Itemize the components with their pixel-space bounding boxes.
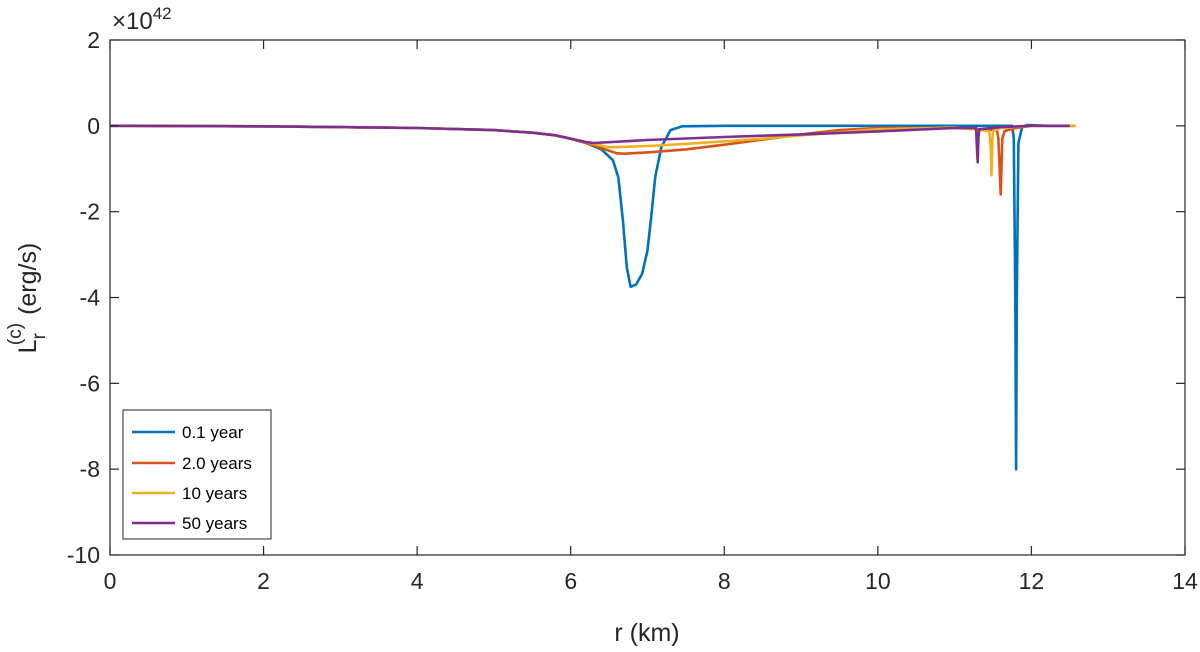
legend: 0.1 year 2.0 years 10 years 50 years	[122, 409, 272, 540]
series-line-3	[109, 124, 1070, 164]
y-exponent-power: 42	[153, 4, 172, 23]
x-tick-label: 2	[257, 568, 270, 594]
x-tick-label: 10	[865, 568, 891, 594]
y-axis-title: Lr(c) (erg/s)	[5, 243, 50, 354]
y-tick-label: -4	[80, 285, 101, 311]
legend-label-1: 2.0 years	[182, 454, 252, 473]
x-tick-label: 12	[1019, 568, 1045, 594]
y-axis-title-base: L	[14, 339, 42, 353]
legend-label-0: 0.1 year	[182, 423, 244, 442]
y-tick-label: -8	[80, 456, 100, 482]
x-tick-label: 6	[564, 568, 577, 594]
y-tick-label: 2	[87, 27, 100, 53]
y-axis-title-sub: r	[29, 332, 50, 339]
y-tick-label: 0	[87, 113, 100, 139]
x-tick-label: 14	[1172, 568, 1198, 594]
y-exponent-label: ×1042	[112, 4, 172, 35]
x-tick-label: 8	[718, 568, 731, 594]
y-axis-title-sup: (c)	[5, 323, 26, 345]
legend-label-3: 50 years	[182, 514, 247, 533]
y-tick-label: -6	[80, 370, 100, 396]
x-axis-title: r (km)	[614, 619, 679, 647]
y-tick-label: -10	[67, 542, 100, 568]
ticks-layer: 0 2 4 6 8 10 12 14 2 0 -2 -4 -6 -8 -10	[67, 27, 1198, 594]
y-tick-label: -2	[80, 199, 100, 225]
y-exponent-prefix: ×10	[112, 8, 153, 35]
x-tick-label: 0	[104, 568, 117, 594]
y-axis-title-unit: (erg/s)	[14, 243, 42, 315]
series-layer	[109, 123, 1076, 471]
legend-label-2: 10 years	[182, 484, 247, 503]
x-tick-label: 4	[411, 568, 424, 594]
